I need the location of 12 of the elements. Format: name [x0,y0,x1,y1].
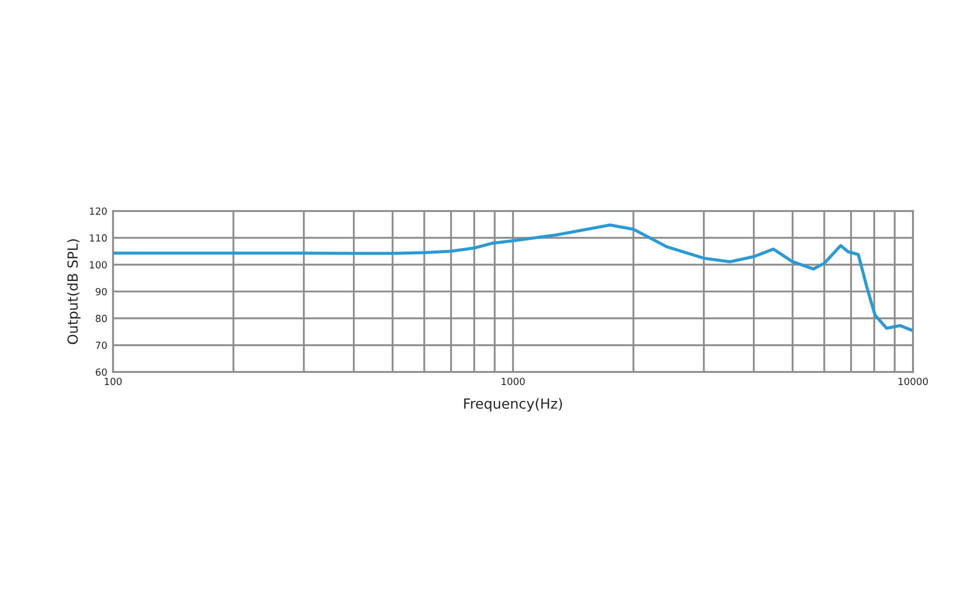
y-tick-label: 60 [96,368,107,376]
y-tick-label: 110 [90,234,107,242]
x-axis-title: Frequency(Hz) [464,398,562,412]
y-tick-label: 70 [96,342,107,349]
y-tick-label: 120 [90,207,107,215]
x-tick-label: 100 [104,378,122,386]
y-tick-label: 90 [96,288,107,296]
y-tick-label: 100 [90,261,107,268]
y-axis-title: Output(dB SPL) [67,239,81,344]
y-tick-label: 80 [96,314,107,322]
x-tick-label: 10000 [898,378,928,386]
x-tick-label: 1000 [502,378,525,386]
